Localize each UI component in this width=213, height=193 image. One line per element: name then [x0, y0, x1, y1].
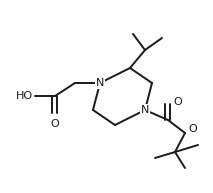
Text: O: O	[51, 119, 59, 129]
Text: N: N	[141, 105, 149, 115]
Text: HO: HO	[16, 91, 33, 101]
Text: O: O	[173, 97, 182, 107]
Text: N: N	[96, 78, 104, 88]
Text: O: O	[188, 124, 197, 134]
